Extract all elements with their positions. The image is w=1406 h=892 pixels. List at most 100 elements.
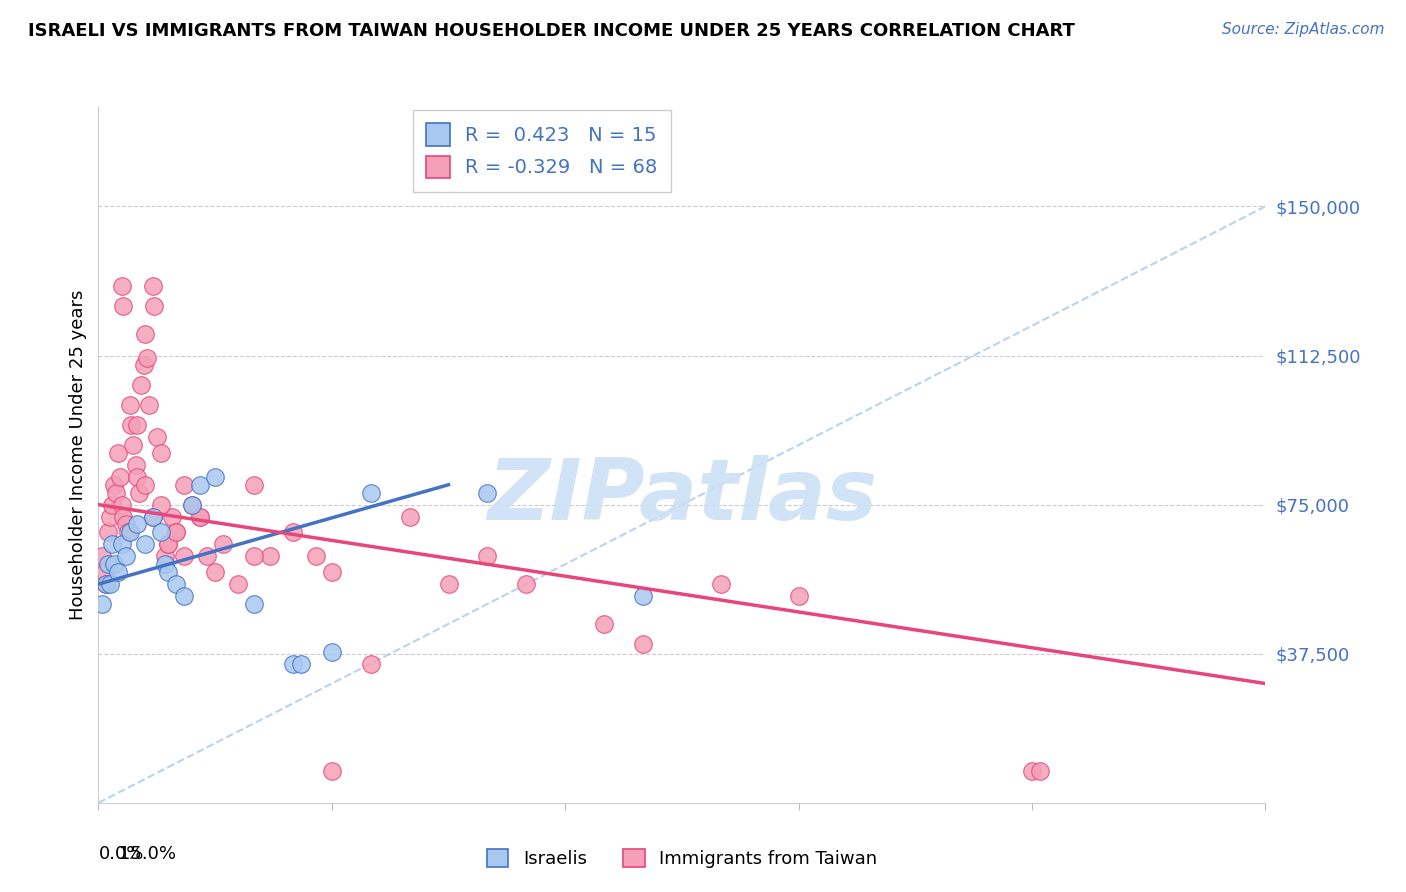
- Point: [173, 549, 195, 564]
- Point: [122, 438, 145, 452]
- Point: [96, 577, 118, 591]
- Point: [305, 549, 328, 564]
- Point: [146, 430, 169, 444]
- Point: [243, 549, 266, 564]
- Point: [188, 477, 211, 491]
- Point: [134, 537, 156, 551]
- Point: [118, 398, 141, 412]
- Point: [259, 549, 281, 564]
- Point: [631, 637, 654, 651]
- Point: [96, 577, 118, 591]
- Point: [127, 517, 149, 532]
- Point: [93, 565, 115, 579]
- Point: [157, 537, 180, 551]
- Point: [142, 509, 165, 524]
- Point: [515, 577, 537, 591]
- Point: [97, 558, 120, 572]
- Point: [97, 525, 120, 540]
- Point: [321, 764, 343, 778]
- Point: [101, 537, 124, 551]
- Point: [153, 558, 176, 572]
- Point: [162, 509, 184, 524]
- Point: [120, 418, 142, 433]
- Point: [103, 558, 125, 572]
- Point: [114, 549, 136, 564]
- Point: [134, 477, 156, 491]
- Point: [188, 509, 211, 524]
- Point: [91, 549, 114, 564]
- Point: [149, 498, 172, 512]
- Point: [165, 525, 187, 540]
- Point: [477, 549, 499, 564]
- Point: [157, 537, 180, 551]
- Point: [128, 485, 150, 500]
- Point: [204, 565, 226, 579]
- Point: [243, 477, 266, 491]
- Point: [398, 509, 420, 524]
- Point: [321, 645, 343, 659]
- Point: [360, 485, 382, 500]
- Text: 15.0%: 15.0%: [120, 845, 176, 863]
- Point: [111, 279, 134, 293]
- Point: [112, 299, 135, 313]
- Text: 0.0%: 0.0%: [98, 845, 143, 863]
- Point: [157, 565, 180, 579]
- Point: [112, 509, 135, 524]
- Point: [153, 549, 176, 564]
- Point: [98, 577, 121, 591]
- Point: [188, 509, 211, 524]
- Point: [228, 577, 250, 591]
- Point: [134, 326, 156, 341]
- Point: [104, 485, 127, 500]
- Point: [127, 418, 149, 433]
- Point: [91, 597, 114, 611]
- Point: [129, 378, 152, 392]
- Point: [117, 525, 139, 540]
- Point: [281, 657, 304, 671]
- Text: Source: ZipAtlas.com: Source: ZipAtlas.com: [1222, 22, 1385, 37]
- Point: [710, 577, 733, 591]
- Point: [1021, 764, 1043, 778]
- Point: [125, 458, 148, 472]
- Point: [787, 589, 810, 603]
- Point: [114, 517, 136, 532]
- Point: [142, 509, 165, 524]
- Point: [111, 498, 134, 512]
- Point: [143, 299, 166, 313]
- Legend: Israelis, Immigrants from Taiwan: Israelis, Immigrants from Taiwan: [478, 840, 886, 877]
- Point: [138, 398, 160, 412]
- Point: [173, 589, 195, 603]
- Point: [142, 279, 165, 293]
- Point: [111, 537, 134, 551]
- Point: [103, 477, 125, 491]
- Point: [165, 525, 187, 540]
- Point: [204, 470, 226, 484]
- Point: [132, 359, 155, 373]
- Y-axis label: Householder Income Under 25 years: Householder Income Under 25 years: [69, 290, 87, 620]
- Point: [195, 549, 218, 564]
- Point: [98, 509, 121, 524]
- Point: [290, 657, 312, 671]
- Point: [118, 525, 141, 540]
- Point: [477, 485, 499, 500]
- Point: [180, 498, 202, 512]
- Point: [631, 589, 654, 603]
- Point: [180, 498, 202, 512]
- Point: [173, 477, 195, 491]
- Point: [321, 565, 343, 579]
- Point: [107, 565, 129, 579]
- Text: ZIPatlas: ZIPatlas: [486, 455, 877, 538]
- Point: [108, 470, 131, 484]
- Point: [281, 525, 304, 540]
- Point: [107, 446, 129, 460]
- Point: [243, 597, 266, 611]
- Point: [437, 577, 460, 591]
- Point: [127, 470, 149, 484]
- Point: [101, 498, 124, 512]
- Point: [135, 351, 157, 365]
- Point: [149, 525, 172, 540]
- Point: [212, 537, 235, 551]
- Point: [1029, 764, 1052, 778]
- Point: [360, 657, 382, 671]
- Text: ISRAELI VS IMMIGRANTS FROM TAIWAN HOUSEHOLDER INCOME UNDER 25 YEARS CORRELATION : ISRAELI VS IMMIGRANTS FROM TAIWAN HOUSEH…: [28, 22, 1076, 40]
